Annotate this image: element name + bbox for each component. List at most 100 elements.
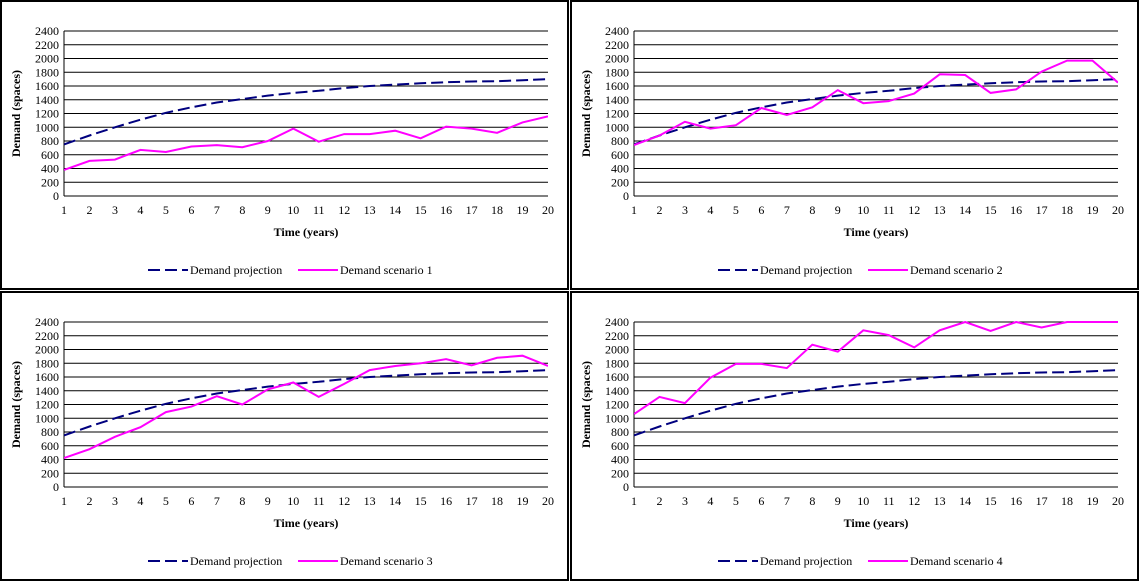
y-tick-label: 400 xyxy=(611,162,629,176)
legend-label: Demand scenario 1 xyxy=(340,263,433,277)
x-tick-label: 19 xyxy=(1087,494,1099,508)
y-tick-label: 1800 xyxy=(605,65,629,79)
line-chart: 0200400600800100012001400160018002000220… xyxy=(570,291,1139,581)
x-tick-label: 1 xyxy=(631,203,637,217)
x-tick-label: 2 xyxy=(86,203,92,217)
x-tick-label: 3 xyxy=(682,203,688,217)
x-tick-label: 18 xyxy=(1061,203,1073,217)
x-tick-label: 1 xyxy=(631,494,637,508)
x-tick-label: 15 xyxy=(415,203,427,217)
x-tick-label: 6 xyxy=(758,203,764,217)
x-tick-label: 13 xyxy=(934,494,946,508)
x-tick-label: 8 xyxy=(239,494,245,508)
x-axis-title: Time (years) xyxy=(844,225,909,239)
x-tick-label: 4 xyxy=(137,203,143,217)
y-axis-title: Demand (spaces) xyxy=(9,361,23,448)
series-line-scenario xyxy=(634,59,1118,147)
x-tick-label: 20 xyxy=(1112,203,1124,217)
x-tick-label: 14 xyxy=(389,203,401,217)
panel-border xyxy=(570,291,1139,581)
x-tick-label: 5 xyxy=(163,494,169,508)
x-tick-label: 10 xyxy=(287,494,299,508)
chart-panel-4: 0 200 400 600 800 1000 1200 1400 1600 1800 2000 220… xyxy=(570,291,1139,581)
x-tick-label: 11 xyxy=(883,203,895,217)
x-tick-label: 13 xyxy=(364,203,376,217)
x-axis-title: Time (years) xyxy=(844,516,909,530)
x-tick-label: 18 xyxy=(491,203,503,217)
x-tick-label: 7 xyxy=(214,203,220,217)
y-tick-label: 400 xyxy=(41,453,59,467)
y-tick-label: 1600 xyxy=(605,79,629,93)
series-line-scenario xyxy=(634,321,1118,415)
y-tick-label: 1200 xyxy=(35,398,59,412)
x-tick-label: 11 xyxy=(313,203,325,217)
y-tick-label: 2200 xyxy=(35,329,59,343)
x-tick-label: 7 xyxy=(784,203,790,217)
x-tick-label: 6 xyxy=(188,203,194,217)
x-tick-label: 12 xyxy=(908,203,920,217)
y-tick-label: 2200 xyxy=(35,38,59,52)
legend-label: Demand scenario 2 xyxy=(910,263,1003,277)
x-tick-label: 2 xyxy=(656,203,662,217)
x-tick-label: 6 xyxy=(188,494,194,508)
x-tick-label: 20 xyxy=(542,494,554,508)
y-tick-label: 200 xyxy=(41,175,59,189)
x-tick-label: 1 xyxy=(61,494,67,508)
series-line-scenario xyxy=(64,115,548,171)
line-chart: 0200400600800100012001400160018002000220… xyxy=(0,291,569,581)
y-tick-label: 800 xyxy=(611,134,629,148)
x-tick-label: 13 xyxy=(364,494,376,508)
x-tick-label: 10 xyxy=(287,203,299,217)
y-tick-label: 0 xyxy=(623,480,629,494)
x-tick-label: 14 xyxy=(959,203,971,217)
y-tick-label: 1400 xyxy=(35,93,59,107)
x-tick-label: 3 xyxy=(682,494,688,508)
y-tick-label: 400 xyxy=(41,162,59,176)
y-tick-label: 200 xyxy=(611,466,629,480)
x-tick-label: 12 xyxy=(338,494,350,508)
x-axis-title: Time (years) xyxy=(274,225,339,239)
chart-panel-3: 0 200 400 600 800 1000 1200 1400 1600 1800 2000 220… xyxy=(0,291,569,581)
y-tick-label: 2400 xyxy=(605,24,629,38)
x-tick-label: 5 xyxy=(733,203,739,217)
series-line-projection xyxy=(64,78,548,146)
y-tick-label: 600 xyxy=(611,439,629,453)
x-tick-label: 1 xyxy=(61,203,67,217)
y-tick-label: 200 xyxy=(41,466,59,480)
panel-border xyxy=(570,0,1139,290)
y-tick-label: 2200 xyxy=(605,329,629,343)
x-tick-label: 19 xyxy=(517,203,529,217)
x-tick-label: 5 xyxy=(163,203,169,217)
x-tick-label: 16 xyxy=(440,203,452,217)
y-tick-label: 1800 xyxy=(35,356,59,370)
legend-label: Demand projection xyxy=(190,554,282,568)
x-tick-label: 14 xyxy=(389,494,401,508)
x-tick-label: 4 xyxy=(707,494,713,508)
legend-label: Demand scenario 4 xyxy=(910,554,1003,568)
series-line-projection xyxy=(64,369,548,437)
x-tick-label: 12 xyxy=(908,494,920,508)
x-tick-label: 8 xyxy=(809,494,815,508)
legend-label: Demand projection xyxy=(760,554,852,568)
y-tick-label: 800 xyxy=(41,134,59,148)
x-tick-label: 19 xyxy=(1087,203,1099,217)
y-tick-label: 0 xyxy=(623,189,629,203)
y-tick-label: 600 xyxy=(611,148,629,162)
y-tick-label: 1800 xyxy=(605,356,629,370)
x-tick-label: 9 xyxy=(265,494,271,508)
x-tick-label: 9 xyxy=(835,494,841,508)
x-tick-label: 12 xyxy=(338,203,350,217)
x-tick-label: 20 xyxy=(1112,494,1124,508)
x-tick-label: 3 xyxy=(112,494,118,508)
panel-border xyxy=(0,0,569,290)
y-tick-label: 1000 xyxy=(605,411,629,425)
x-tick-label: 18 xyxy=(491,494,503,508)
legend-label: Demand scenario 3 xyxy=(340,554,433,568)
y-axis-title: Demand (spaces) xyxy=(9,70,23,157)
x-tick-label: 8 xyxy=(239,203,245,217)
x-tick-label: 7 xyxy=(214,494,220,508)
x-tick-label: 15 xyxy=(985,494,997,508)
x-tick-label: 9 xyxy=(835,203,841,217)
x-tick-label: 16 xyxy=(1010,203,1022,217)
y-tick-label: 2400 xyxy=(35,24,59,38)
